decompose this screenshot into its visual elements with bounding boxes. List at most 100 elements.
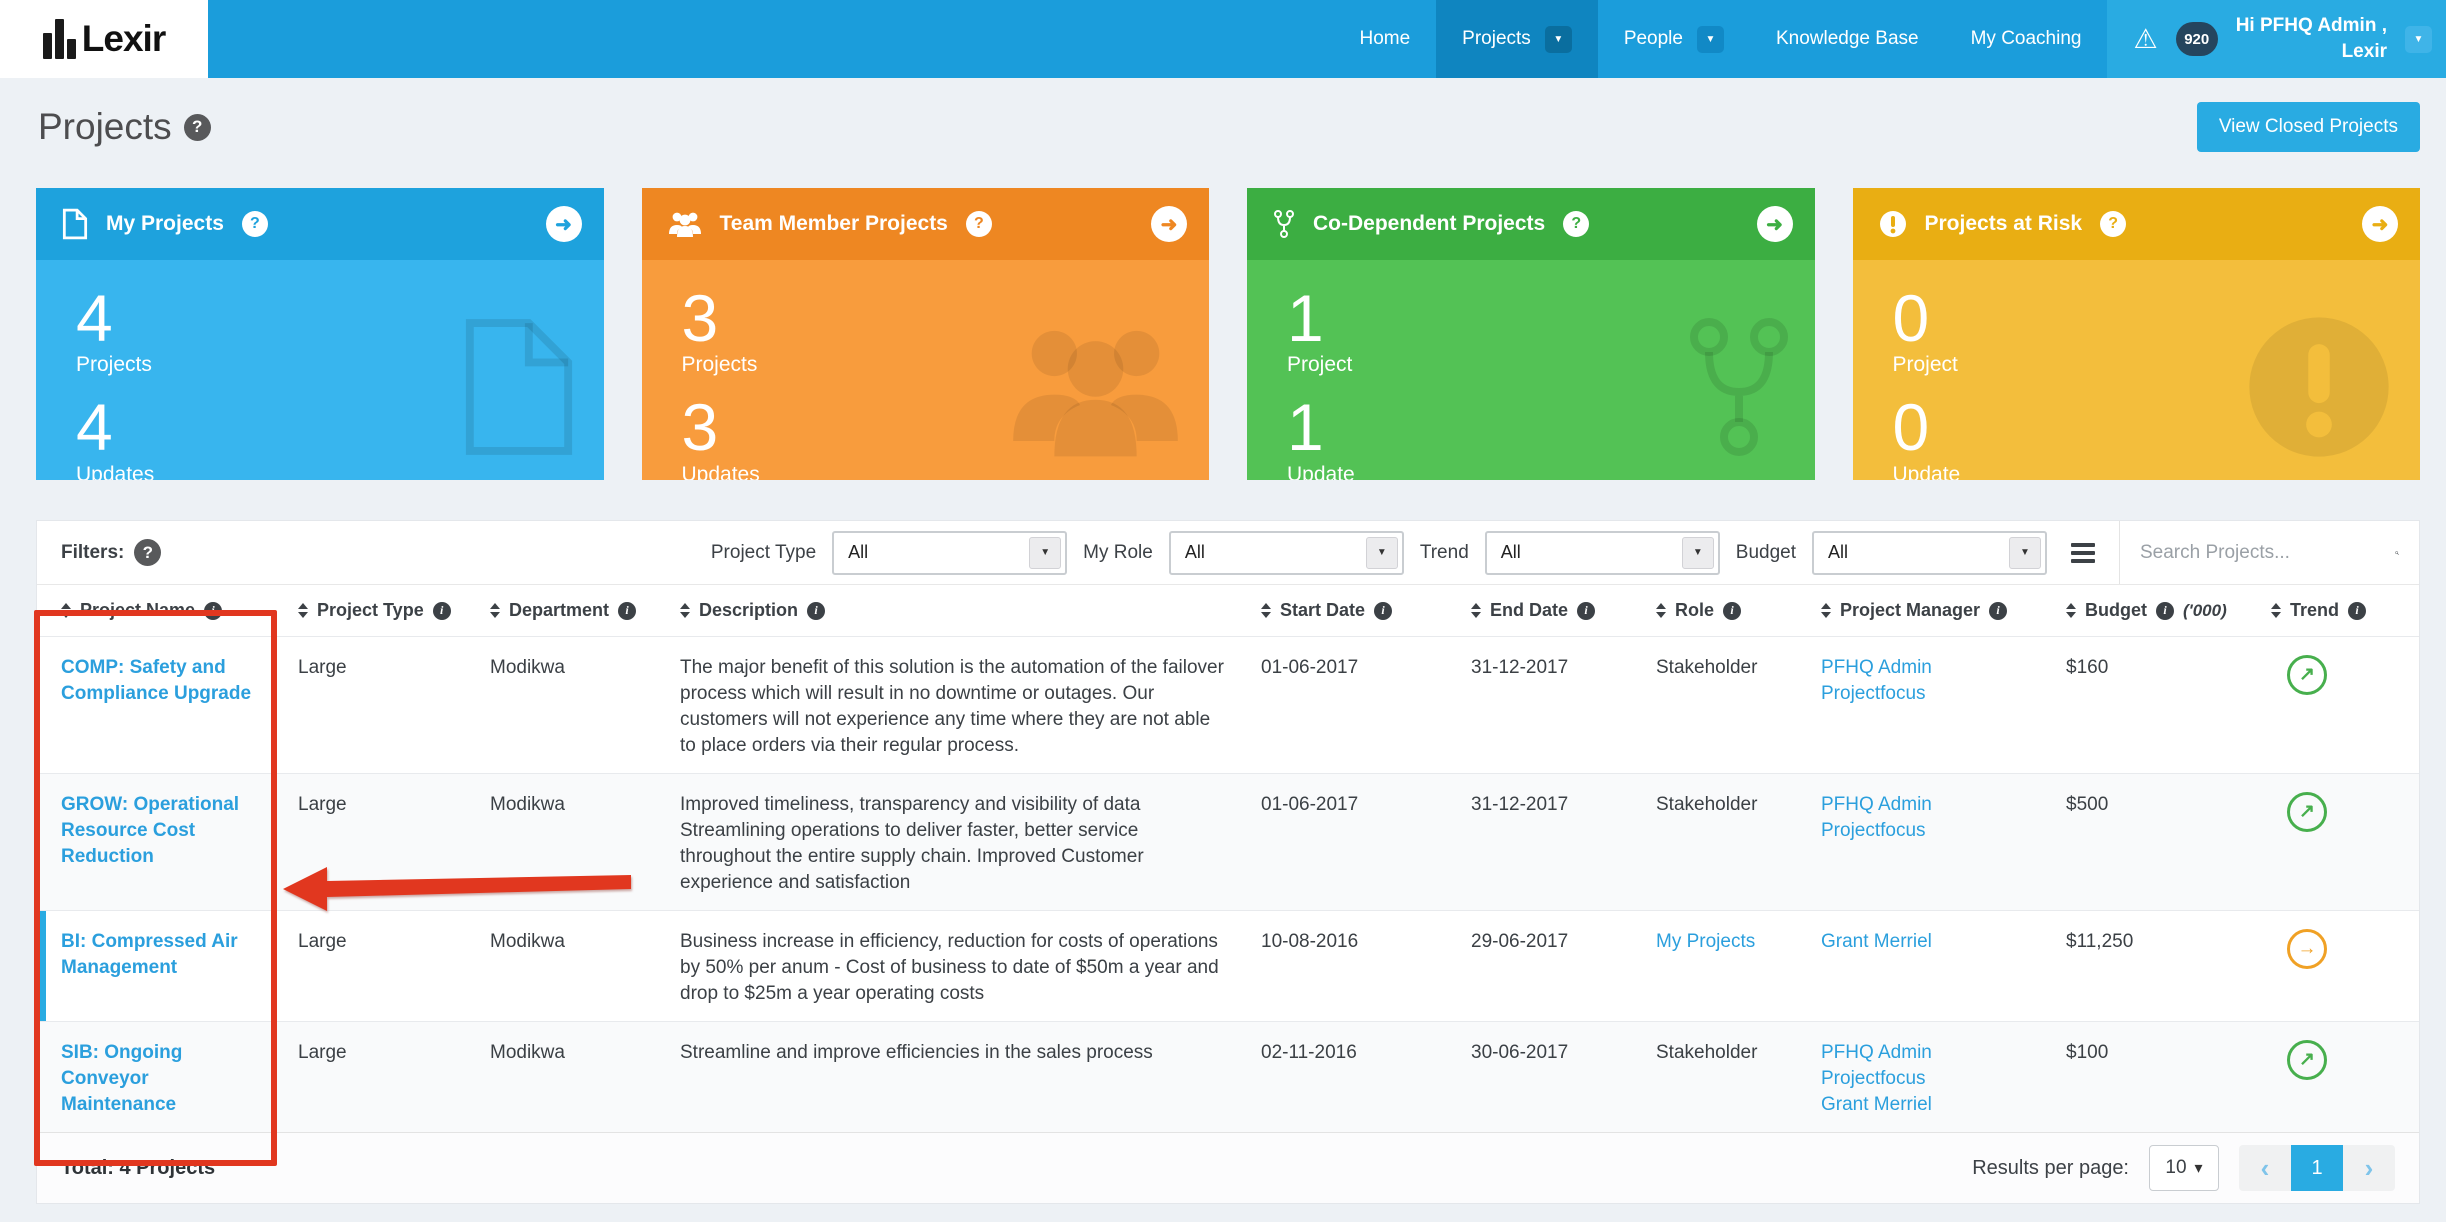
info-icon[interactable]	[807, 601, 826, 620]
card-count-projects: 4	[76, 281, 113, 355]
card-team-member-projects[interactable]: Team Member Projects ? ➜ 3 Projects 3 Up…	[641, 188, 1209, 480]
role-cell: Stakeholder	[1656, 657, 1758, 678]
end-date-cell: 29-06-2017	[1471, 931, 1569, 952]
start-date-cell: 01-06-2017	[1261, 794, 1359, 815]
project-name-link[interactable]: COMP: Safety and Compliance Upgrade	[61, 657, 252, 704]
arrow-circle-right-icon[interactable]: ➜	[1756, 206, 1793, 242]
alert-triangle-icon[interactable]: ⚠	[2133, 23, 2158, 54]
help-icon[interactable]: ?	[2100, 211, 2127, 237]
help-icon[interactable]: ?	[965, 211, 992, 237]
column-header-start-date[interactable]: Start Date	[1237, 585, 1447, 636]
card-header: Co-Dependent Projects ? ➜	[1247, 188, 1815, 260]
trend-flat-icon[interactable]	[2287, 929, 2327, 969]
column-header-trend[interactable]: Trend	[2247, 585, 2419, 636]
project-manager-link[interactable]: PFHQ Admin Projectfocus	[1821, 657, 1932, 704]
column-header-project-type[interactable]: Project Type	[274, 585, 466, 636]
column-header-project-name[interactable]: Project Name	[37, 585, 274, 636]
info-icon[interactable]	[1577, 601, 1596, 620]
nav-item-projects[interactable]: Projects	[1436, 0, 1598, 78]
column-header-project-manager[interactable]: Project Manager	[1797, 585, 2042, 636]
card-title: My Projects	[106, 212, 224, 235]
filters-label-text: Filters:	[61, 541, 125, 563]
arrow-circle-right-icon[interactable]: ➜	[1151, 206, 1187, 242]
pager: 1	[2239, 1145, 2395, 1191]
search-input[interactable]	[2140, 541, 2385, 564]
chevron-down-icon	[1681, 536, 1714, 569]
project-manager-link[interactable]: Grant Merriel	[1821, 1094, 1932, 1115]
nav-item-knowledge-base[interactable]: Knowledge Base	[1750, 0, 1945, 78]
arrow-circle-right-icon[interactable]: ➜	[545, 206, 582, 242]
column-header-description[interactable]: Description	[656, 585, 1237, 636]
info-icon[interactable]	[2348, 601, 2367, 620]
arrow-circle-right-icon[interactable]: ➜	[2362, 206, 2398, 242]
next-page-button[interactable]	[2343, 1145, 2395, 1191]
previous-page-button[interactable]	[2239, 1145, 2291, 1191]
column-settings-icon[interactable]	[2071, 542, 2095, 563]
lexir-logo[interactable]: Lexir	[0, 0, 208, 78]
card-my-projects[interactable]: My Projects ? ➜ 4 Projects 4 Updates	[36, 188, 604, 480]
project-type-value: All	[848, 542, 869, 562]
card-co-dependent-projects[interactable]: Co-Dependent Projects ? ➜ 1 Project 1 Up…	[1247, 188, 1815, 480]
nav-item-people[interactable]: People	[1598, 0, 1750, 78]
project-name-link[interactable]: GROW: Operational Resource Cost Reductio…	[61, 794, 240, 867]
help-icon[interactable]	[183, 113, 211, 141]
project-type-cell: Large	[298, 931, 347, 952]
help-icon[interactable]: ?	[241, 211, 268, 237]
trend-up-icon[interactable]	[2287, 792, 2327, 832]
project-manager-link[interactable]: PFHQ Admin Projectfocus	[1821, 1042, 1932, 1089]
view-closed-projects-button[interactable]: View Closed Projects	[2196, 102, 2420, 152]
brand-name: Lexir	[81, 18, 166, 59]
role-cell: Stakeholder	[1656, 1042, 1758, 1063]
help-icon[interactable]: ?	[1563, 211, 1590, 237]
users-icon	[668, 212, 701, 237]
trend-select[interactable]: All	[1484, 530, 1720, 575]
chevron-down-icon[interactable]	[1544, 25, 1572, 53]
nav-item-my-coaching[interactable]: My Coaching	[1945, 0, 2108, 78]
project-name-link[interactable]: SIB: Ongoing Conveyor Maintenance	[61, 1042, 183, 1115]
current-page-button[interactable]: 1	[2291, 1145, 2343, 1191]
card-count-label: Update	[1892, 462, 1961, 480]
info-icon[interactable]	[432, 601, 451, 620]
trend-up-icon[interactable]	[2287, 1040, 2327, 1080]
description-cell: The major benefit of this solution is th…	[680, 657, 1224, 756]
budget-cell: $500	[2066, 794, 2109, 815]
budget-select[interactable]: All	[1812, 530, 2047, 575]
budget-value: All	[1828, 542, 1849, 562]
column-header-role[interactable]: Role	[1632, 585, 1797, 636]
my-role-select[interactable]: All	[1168, 530, 1404, 575]
sort-icon	[1471, 603, 1481, 618]
info-icon[interactable]	[1989, 601, 2008, 620]
card-count-updates: 4	[76, 390, 113, 465]
column-header-department[interactable]: Department	[466, 585, 656, 636]
card-projects-at-risk[interactable]: Projects at Risk ? ➜ 0 Project 0 Update	[1852, 188, 2420, 480]
trend-up-icon[interactable]	[2287, 655, 2327, 695]
chevron-down-icon[interactable]	[1696, 25, 1724, 53]
role-link[interactable]: My Projects	[1656, 931, 1756, 952]
chevron-down-icon	[1029, 536, 1062, 569]
project-manager-link[interactable]: PFHQ Admin Projectfocus	[1821, 794, 1932, 841]
info-icon[interactable]	[1374, 601, 1393, 620]
notification-badge[interactable]: 920	[2175, 22, 2218, 56]
info-icon[interactable]	[2156, 601, 2174, 620]
column-header-budget[interactable]: Budget ('000)	[2042, 585, 2247, 636]
project-type-select[interactable]: All	[832, 530, 1068, 575]
search-icon[interactable]	[2395, 542, 2399, 564]
results-per-page-select[interactable]: 10	[2149, 1145, 2219, 1191]
card-count-label: Projects	[681, 353, 758, 377]
department-cell: Modikwa	[490, 931, 565, 952]
filters-bar: Filters: Project Type All My Role All Tr…	[37, 521, 2419, 585]
end-date-cell: 30-06-2017	[1471, 1042, 1569, 1063]
info-icon[interactable]	[1723, 601, 1742, 620]
department-cell: Modikwa	[490, 794, 565, 815]
project-name-link[interactable]: BI: Compressed Air Management	[61, 931, 238, 978]
project-manager-link[interactable]: Grant Merriel	[1821, 931, 1932, 952]
help-icon[interactable]	[134, 539, 162, 566]
info-icon[interactable]	[204, 601, 223, 620]
buildings-icon	[42, 19, 76, 59]
column-header-end-date[interactable]: End Date	[1447, 585, 1632, 636]
info-icon[interactable]	[618, 601, 637, 620]
nav-item-home[interactable]: Home	[1333, 0, 1436, 78]
my-role-value: All	[1184, 542, 1205, 562]
user-greeting: Hi PFHQ Admin , Lexir	[2236, 13, 2387, 64]
user-menu-chevron-icon[interactable]	[2405, 25, 2432, 53]
